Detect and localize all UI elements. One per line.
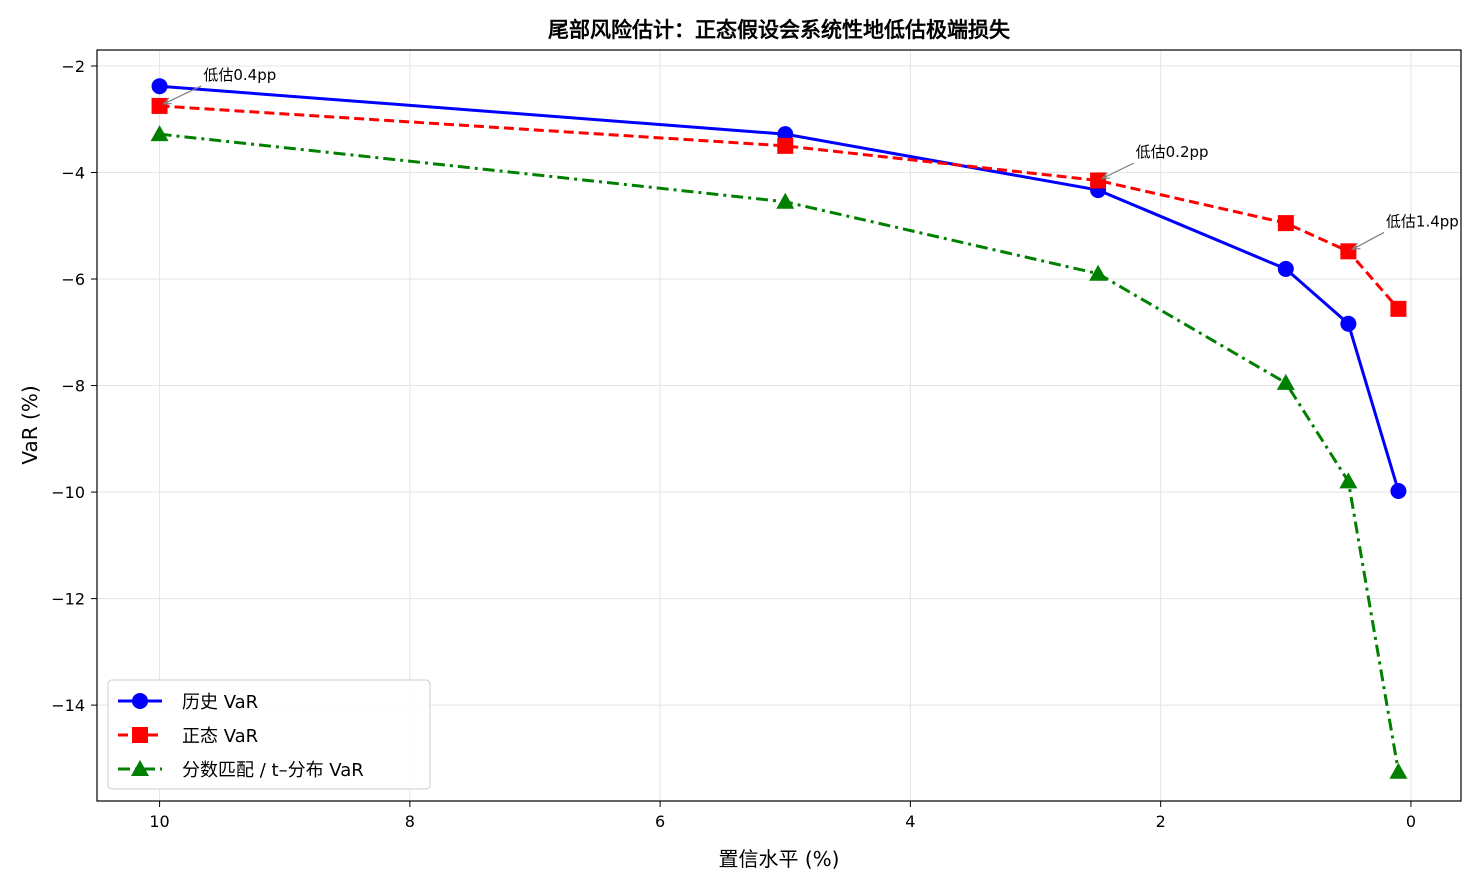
legend-box <box>107 679 431 790</box>
data-point-triangle <box>1276 373 1295 390</box>
y-tick-label: −4 <box>61 164 85 183</box>
annotations: 低估0.4pp 低估0.2pp 低估1.4pp <box>162 66 1459 251</box>
legend-label-circle: 历史 VaR <box>182 692 258 713</box>
annotation-label: 低估0.4pp <box>203 66 276 84</box>
data-point-circle <box>1340 315 1357 332</box>
y-tick-label: −8 <box>61 377 85 396</box>
y-tick-label: −6 <box>61 270 85 289</box>
annotation-arrow <box>1352 231 1385 250</box>
annotation-arrow <box>163 85 202 105</box>
annotation-label: 低估0.2pp <box>1136 143 1209 161</box>
data-point-triangle <box>1089 264 1108 281</box>
y-tick-label: −12 <box>51 590 85 609</box>
data-point-triangle <box>150 125 169 142</box>
series-markers <box>150 78 1408 779</box>
legend: 历史 VaR 正态 VaR 分数匹配 / t–分布 VaR <box>107 679 431 790</box>
annotation-arrowhead <box>1100 172 1111 180</box>
x-tick-label: 4 <box>905 812 915 831</box>
y-axis-label: VaR (%) <box>18 385 42 464</box>
y-tick-label: −14 <box>51 696 85 715</box>
data-point-square <box>151 97 168 114</box>
chart-title: 尾部风险估计：正态假设会系统性地低估极端损失 <box>548 18 1011 42</box>
legend-marker-circle <box>132 693 148 709</box>
legend-label-square: 正态 VaR <box>182 726 258 747</box>
x-tick-label: 6 <box>655 812 665 831</box>
annotation-label: 低估1.4pp <box>1386 212 1459 230</box>
annotation-arrowhead <box>162 97 172 105</box>
data-point-square <box>1390 300 1407 317</box>
y-tick-label: −2 <box>61 57 85 76</box>
series-line-triangle <box>159 132 1400 772</box>
data-point-square <box>1090 172 1107 189</box>
x-tick-label: 0 <box>1406 812 1416 831</box>
series-line-circle <box>159 84 1400 492</box>
data-point-square <box>1277 215 1294 232</box>
x-tick-label: 8 <box>405 812 415 831</box>
data-point-circle <box>1277 260 1294 277</box>
legend-label-triangle: 分数匹配 / t–分布 VaR <box>182 760 364 781</box>
data-point-circle <box>151 78 168 95</box>
y-tick-label: −10 <box>51 483 85 502</box>
data-point-triangle <box>1339 472 1358 489</box>
x-tick-label: 10 <box>149 812 169 831</box>
grid-lines <box>97 50 1461 801</box>
plot-frame <box>96 49 1462 802</box>
series-lines <box>159 84 1400 772</box>
legend-marker-triangle <box>131 760 149 776</box>
legend-marker-square <box>132 727 148 743</box>
data-point-triangle <box>1389 762 1408 779</box>
series-line-square <box>159 104 1400 310</box>
axis-ticks: 10 8 6 4 2 0 −2 −4 −6 −8 −10 −12 −14 <box>51 57 1416 831</box>
data-point-circle <box>1390 483 1407 500</box>
data-point-square <box>777 137 794 154</box>
data-point-square <box>1340 243 1357 260</box>
annotation-arrowhead <box>1351 242 1361 251</box>
x-tick-label: 2 <box>1156 812 1166 831</box>
data-point-triangle <box>776 192 795 209</box>
x-axis-label: 置信水平 (%) <box>719 847 840 871</box>
annotation-arrow <box>1101 162 1134 180</box>
